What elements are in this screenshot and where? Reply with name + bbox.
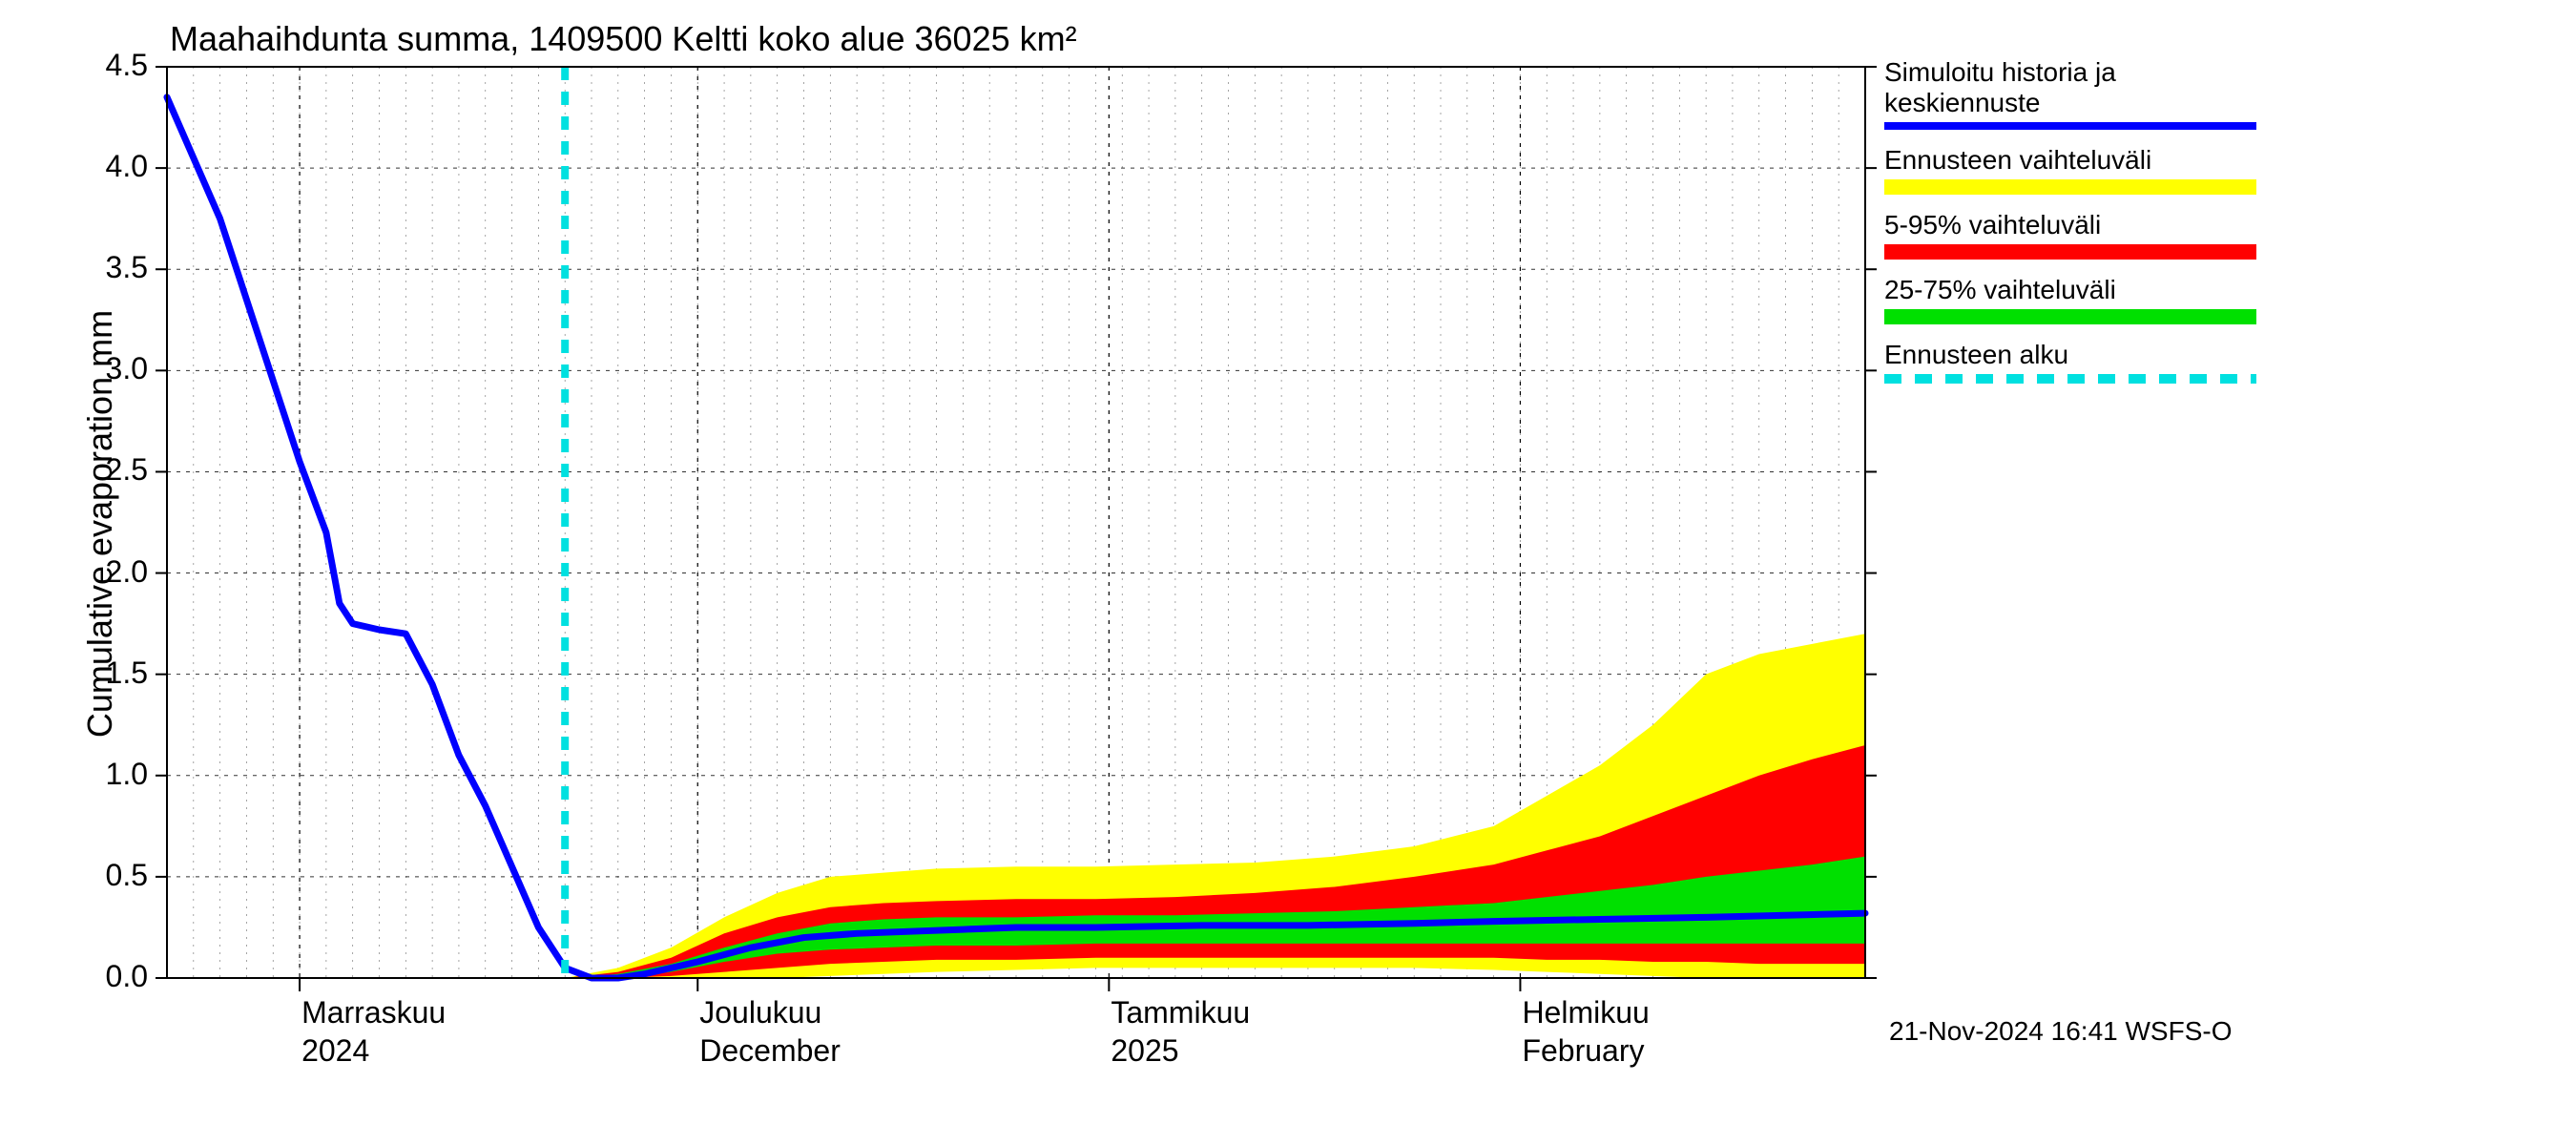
x-month-label: Helmikuu <box>1522 995 1649 1030</box>
y-tick-label: 3.5 <box>106 250 148 285</box>
y-tick-label: 2.5 <box>106 452 148 488</box>
chart-title: Maahaihdunta summa, 1409500 Keltti koko … <box>170 19 1077 59</box>
x-month-sublabel: February <box>1522 1033 1644 1069</box>
y-tick-label: 0.5 <box>106 858 148 893</box>
chart-footer: 21-Nov-2024 16:41 WSFS-O <box>1889 1016 2233 1047</box>
x-month-label: Marraskuu <box>301 995 446 1030</box>
legend-swatch <box>1884 309 2256 324</box>
legend-swatch <box>1884 122 2256 130</box>
x-month-sublabel: December <box>699 1033 841 1069</box>
legend-swatch <box>1884 244 2256 260</box>
legend-label: 25-75% vaihteluväli <box>1884 275 2256 305</box>
x-month-label: Tammikuu <box>1111 995 1250 1030</box>
y-tick-label: 0.0 <box>106 959 148 994</box>
y-axis-label: Cumulative evaporation mm <box>80 257 120 791</box>
y-tick-label: 1.0 <box>106 757 148 792</box>
x-month-sublabel: 2025 <box>1111 1033 1178 1069</box>
legend-swatch <box>1884 374 2256 384</box>
chart-container: Maahaihdunta summa, 1409500 Keltti koko … <box>0 0 2576 1145</box>
legend-label: 5-95% vaihteluväli <box>1884 210 2256 240</box>
x-month-sublabel: 2024 <box>301 1033 369 1069</box>
y-tick-label: 3.0 <box>106 351 148 386</box>
y-tick-label: 4.5 <box>106 48 148 83</box>
legend-swatch <box>1884 179 2256 195</box>
legend-label: Ennusteen alku <box>1884 340 2256 370</box>
x-month-label: Joulukuu <box>699 995 821 1030</box>
y-tick-label: 2.0 <box>106 554 148 590</box>
legend-label: Ennusteen vaihteluväli <box>1884 145 2256 176</box>
y-tick-label: 1.5 <box>106 656 148 691</box>
legend-label: Simuloitu historia ja keskiennuste <box>1884 57 2256 118</box>
y-tick-label: 4.0 <box>106 149 148 184</box>
legend: Simuloitu historia ja keskiennuste Ennust… <box>1884 57 2256 399</box>
